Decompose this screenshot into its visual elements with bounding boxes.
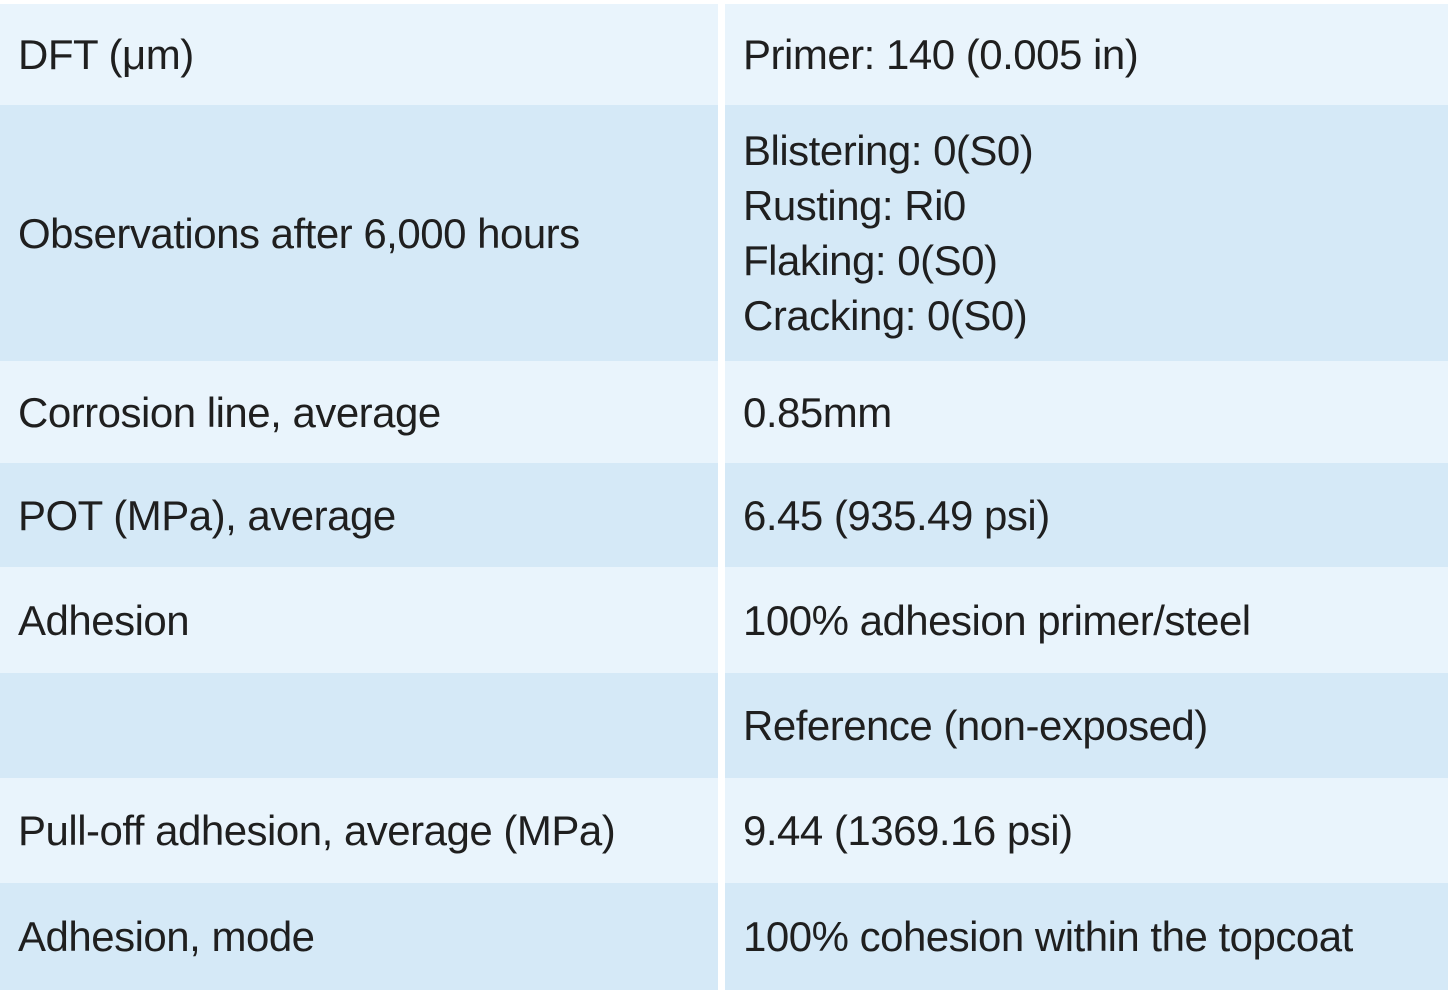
row-label-cell: Pull-off adhesion, average (MPa) bbox=[0, 778, 718, 883]
row-label-cell: DFT (μm) bbox=[0, 4, 718, 105]
column-divider bbox=[718, 361, 725, 463]
row-label: Pull-off adhesion, average (MPa) bbox=[18, 807, 616, 854]
test-results-table: DFT (μm) Primer: 140 (0.005 in) Observat… bbox=[0, 4, 1448, 990]
table-row: POT (MPa), average 6.45 (935.49 psi) bbox=[0, 463, 1448, 567]
row-label: Corrosion line, average bbox=[18, 388, 441, 436]
table-row: Reference (non-exposed) bbox=[0, 673, 1448, 778]
row-value-line: Flaking: 0(S0) bbox=[743, 237, 998, 284]
table-row: Observations after 6,000 hours Blisterin… bbox=[0, 105, 1448, 361]
column-divider bbox=[718, 673, 725, 778]
row-label: Adhesion, mode bbox=[18, 913, 315, 960]
row-value: 0.85mm bbox=[743, 388, 892, 436]
row-label-cell: Adhesion, mode bbox=[0, 883, 718, 990]
row-value-cell: 100% cohesion within the topcoat bbox=[725, 883, 1448, 990]
row-value: Primer: 140 (0.005 in) bbox=[743, 31, 1139, 78]
row-value-cell: 100% adhesion primer/steel bbox=[725, 567, 1448, 673]
row-value: 100% adhesion primer/steel bbox=[743, 596, 1251, 644]
row-label: Observations after 6,000 hours bbox=[18, 209, 580, 257]
table-row: DFT (μm) Primer: 140 (0.005 in) bbox=[0, 4, 1448, 105]
row-label-cell: POT (MPa), average bbox=[0, 463, 718, 567]
row-value-cell: Primer: 140 (0.005 in) bbox=[725, 4, 1448, 105]
row-value-line: Blistering: 0(S0) bbox=[743, 127, 1034, 174]
row-label-cell: Adhesion bbox=[0, 567, 718, 673]
row-value: 9.44 (1369.16 psi) bbox=[743, 807, 1073, 854]
row-value-cell: 9.44 (1369.16 psi) bbox=[725, 778, 1448, 883]
column-divider bbox=[718, 567, 725, 673]
row-label-cell: Observations after 6,000 hours bbox=[0, 105, 718, 361]
row-value-cell: Blistering: 0(S0) Rusting: Ri0 Flaking: … bbox=[725, 105, 1448, 361]
column-divider bbox=[718, 463, 725, 567]
row-label: POT (MPa), average bbox=[18, 491, 396, 539]
row-value-line: Rusting: Ri0 bbox=[743, 182, 966, 229]
row-value: 100% cohesion within the topcoat bbox=[743, 913, 1353, 960]
row-value-cell: 6.45 (935.49 psi) bbox=[725, 463, 1448, 567]
row-label: DFT (μm) bbox=[18, 31, 194, 78]
row-value-line: Cracking: 0(S0) bbox=[743, 292, 1028, 339]
row-value: Reference (non-exposed) bbox=[743, 702, 1208, 749]
row-label-cell bbox=[0, 673, 718, 778]
table-row: Pull-off adhesion, average (MPa) 9.44 (1… bbox=[0, 778, 1448, 883]
row-value: 6.45 (935.49 psi) bbox=[743, 491, 1050, 539]
table-row: Adhesion, mode 100% cohesion within the … bbox=[0, 883, 1448, 990]
table-row: Adhesion 100% adhesion primer/steel bbox=[0, 567, 1448, 673]
row-label-cell: Corrosion line, average bbox=[0, 361, 718, 463]
row-label: Adhesion bbox=[18, 596, 190, 644]
column-divider bbox=[718, 883, 725, 990]
row-value-cell: 0.85mm bbox=[725, 361, 1448, 463]
row-value-cell: Reference (non-exposed) bbox=[725, 673, 1448, 778]
column-divider bbox=[718, 778, 725, 883]
column-divider bbox=[718, 105, 725, 361]
table-row: Corrosion line, average 0.85mm bbox=[0, 361, 1448, 463]
column-divider bbox=[718, 4, 725, 105]
